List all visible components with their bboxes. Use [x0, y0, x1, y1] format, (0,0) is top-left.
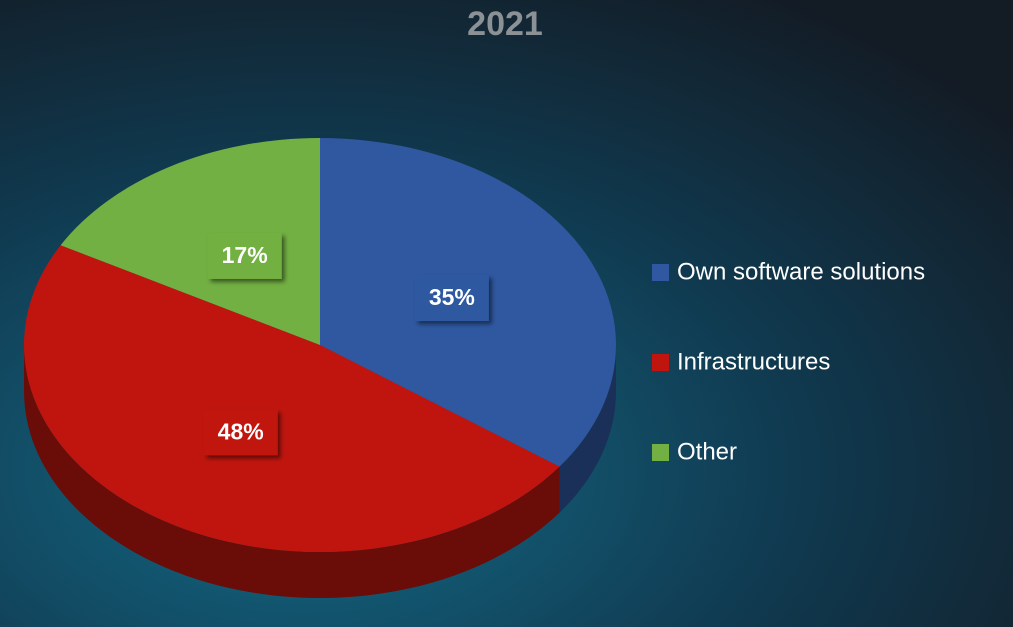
value-label-box — [203, 409, 278, 456]
slice-side — [23, 345, 560, 599]
legend-label: Other — [677, 438, 737, 465]
slice-side — [559, 345, 616, 513]
value-label: 48% — [218, 418, 264, 444]
legend-label: Own software solutions — [677, 258, 925, 285]
chart-title: 2021 — [467, 5, 543, 43]
legend-swatch — [652, 354, 669, 371]
value-label-box — [207, 232, 282, 279]
slice — [23, 245, 560, 553]
value-label-box — [414, 275, 489, 322]
slice — [60, 138, 321, 345]
value-label: 35% — [429, 284, 475, 310]
legend-swatch — [652, 264, 669, 281]
legend-swatch — [652, 444, 669, 461]
legend-label: Infrastructures — [677, 348, 830, 375]
value-label: 17% — [222, 242, 268, 268]
